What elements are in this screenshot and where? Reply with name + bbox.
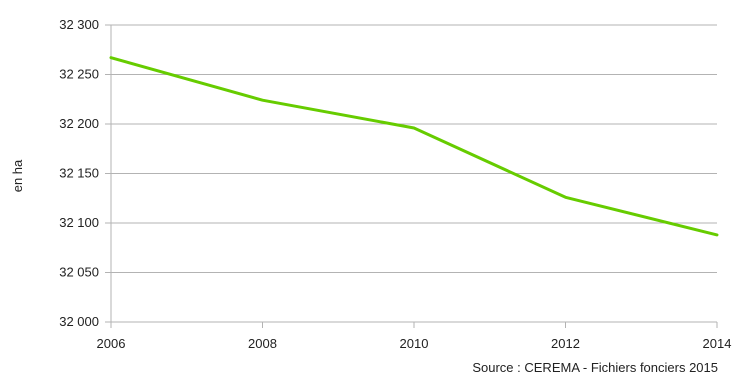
series xyxy=(109,56,719,237)
y-tick-label: 32 200 xyxy=(59,116,99,131)
x-tick-labels: 2006 2008 2010 2012 2014 xyxy=(97,336,732,351)
axes xyxy=(110,25,718,328)
series-line xyxy=(109,56,719,237)
x-tick-label: 2012 xyxy=(551,336,580,351)
y-tick-label: 32 150 xyxy=(59,166,99,181)
gridlines xyxy=(105,24,717,323)
y-tick-label: 32 300 xyxy=(59,17,99,32)
x-tick-label: 2006 xyxy=(97,336,126,351)
y-tick-labels: 32 000 32 050 32 100 32 150 32 200 32 250 32 3… xyxy=(59,17,99,329)
y-tick-label: 32 100 xyxy=(59,215,99,230)
x-tick-label: 2008 xyxy=(248,336,277,351)
y-axis-title: en ha xyxy=(10,159,25,192)
y-tick-label: 32 000 xyxy=(59,314,99,329)
x-tick-label: 2014 xyxy=(703,336,732,351)
y-tick-label: 32 050 xyxy=(59,265,99,280)
y-tick-label: 32 250 xyxy=(59,67,99,82)
x-tick-label: 2010 xyxy=(400,336,429,351)
source-note: Source : CEREMA - Fichiers fonciers 2015 xyxy=(472,360,718,375)
